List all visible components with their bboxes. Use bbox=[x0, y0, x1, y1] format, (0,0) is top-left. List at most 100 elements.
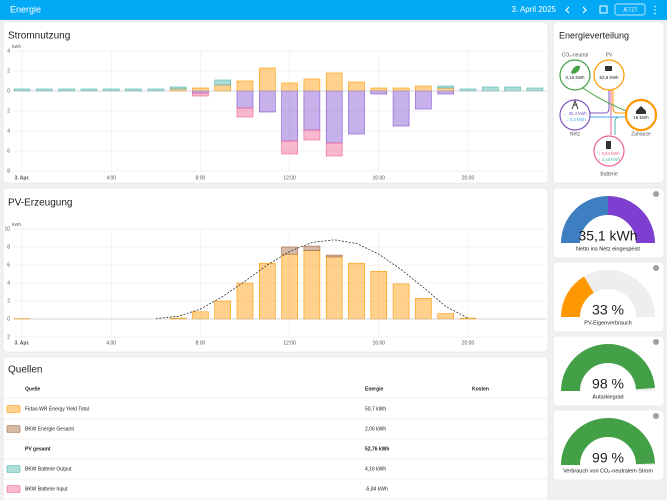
bar bbox=[325, 256, 343, 320]
menu-dot[interactable] bbox=[654, 12, 656, 15]
bar bbox=[370, 87, 388, 92]
source-name[interactable]: BKW Energie Gesamt bbox=[25, 426, 75, 432]
y-axis-unit: kWh bbox=[12, 222, 21, 227]
menu-dot[interactable] bbox=[654, 5, 656, 8]
leaf-icon bbox=[571, 65, 580, 74]
gauge-value: 99 % bbox=[592, 450, 624, 466]
bar bbox=[281, 246, 298, 255]
gauge-value: 35,1 kWh bbox=[578, 228, 637, 244]
solar-icon bbox=[605, 66, 612, 71]
pylon-icon bbox=[571, 99, 579, 110]
bar bbox=[303, 245, 321, 251]
now-button-label[interactable]: JETZT bbox=[623, 7, 638, 13]
y-tick-label: 2 bbox=[7, 108, 10, 114]
home-icon bbox=[636, 106, 646, 114]
battery-node[interactable] bbox=[593, 135, 625, 167]
bar bbox=[192, 87, 209, 92]
bar bbox=[35, 88, 53, 92]
column-header: Kosten bbox=[472, 386, 489, 392]
bar bbox=[392, 87, 410, 92]
source-energy: 50,7 kWh bbox=[365, 406, 386, 412]
column-header: Quelle bbox=[25, 386, 41, 392]
source-energy: 52,76 kWh bbox=[365, 446, 389, 452]
bar bbox=[192, 90, 209, 94]
y-tick-label: 4 bbox=[7, 280, 10, 286]
date[interactable]: 3. April 2025 bbox=[512, 5, 557, 14]
gauge-caption: Netto ins Netz eingespeist bbox=[576, 246, 640, 252]
card-title: Energieverteilung bbox=[559, 30, 629, 40]
bar bbox=[392, 283, 410, 320]
y-tick-label: 4 bbox=[7, 128, 10, 134]
column-header: Energie bbox=[365, 386, 384, 392]
info-icon[interactable] bbox=[653, 413, 659, 419]
bar bbox=[370, 270, 388, 320]
source-name[interactable]: PV gesamt bbox=[25, 446, 51, 452]
now-button[interactable] bbox=[614, 3, 646, 16]
calendar-button[interactable] bbox=[599, 5, 608, 14]
x-tick-label: 12:00 bbox=[283, 340, 296, 346]
source-energy: 4,16 kWh bbox=[365, 466, 386, 472]
bar bbox=[437, 90, 455, 95]
bar bbox=[236, 282, 254, 320]
menu-dot[interactable] bbox=[654, 9, 656, 11]
x-tick-label: 20:00 bbox=[462, 340, 475, 346]
bar bbox=[415, 85, 432, 92]
top-bar bbox=[0, 0, 667, 20]
y-tick-label: 2 bbox=[7, 68, 10, 74]
bar bbox=[437, 85, 455, 89]
bar bbox=[214, 79, 231, 86]
sources-card bbox=[2, 356, 549, 500]
source-name[interactable]: BKW Batterie Output bbox=[25, 466, 72, 472]
bar bbox=[303, 129, 321, 141]
bar bbox=[169, 86, 187, 90]
gauge-caption: PV-Eigenverbrauch bbox=[584, 320, 631, 326]
next-button[interactable] bbox=[582, 6, 587, 14]
x-tick-label: 8:00 bbox=[196, 340, 206, 346]
node-value: → 0,3 kWh bbox=[564, 117, 586, 122]
flow-line bbox=[582, 87, 627, 112]
source-energy: 2,06 kWh bbox=[365, 426, 386, 432]
source-energy: -5,84 kWh bbox=[365, 486, 388, 492]
flow-links bbox=[582, 87, 627, 135]
bar bbox=[236, 107, 254, 118]
forecast-line bbox=[155, 239, 469, 319]
bar bbox=[415, 90, 432, 110]
bar bbox=[192, 92, 209, 97]
bar bbox=[325, 90, 343, 144]
bar bbox=[192, 311, 209, 320]
info-icon[interactable] bbox=[653, 191, 659, 197]
info-icon[interactable] bbox=[653, 265, 659, 271]
pv-node[interactable] bbox=[593, 59, 625, 91]
bar bbox=[415, 297, 432, 320]
bar bbox=[348, 90, 365, 135]
node-label: Netz bbox=[570, 131, 581, 137]
prev-button[interactable] bbox=[565, 6, 570, 14]
x-tick-label: 3. Apr. bbox=[14, 340, 30, 346]
node-label: CO₂-neutral bbox=[562, 52, 588, 58]
y-tick-label: 2 bbox=[7, 298, 10, 304]
y-tick-label: 6 bbox=[7, 148, 10, 154]
bar bbox=[58, 88, 75, 92]
gauge-arc bbox=[561, 196, 609, 244]
bar bbox=[325, 142, 343, 157]
gauge-arc bbox=[561, 344, 655, 392]
source-name[interactable]: BKW Batterie Input bbox=[25, 486, 68, 492]
node-label: Batterie bbox=[600, 171, 617, 177]
bar bbox=[102, 88, 120, 92]
bar bbox=[437, 87, 455, 92]
page-title: Energie bbox=[10, 4, 41, 14]
gauge-value: 98 % bbox=[592, 376, 624, 392]
y-tick-label: 2 bbox=[7, 334, 10, 340]
x-tick-label: 4:00 bbox=[106, 175, 116, 181]
node-value: 52,8 kWh bbox=[599, 75, 619, 80]
bar bbox=[459, 88, 477, 92]
co2-node[interactable] bbox=[559, 59, 591, 91]
bar bbox=[80, 88, 98, 92]
source-name[interactable]: Fidan-WR Energy Yield Total bbox=[25, 406, 89, 412]
node-value: ↑ 4,16 kWh bbox=[598, 157, 620, 162]
node-value: 0,16 kWh bbox=[565, 75, 585, 80]
home-node[interactable] bbox=[624, 98, 658, 132]
y-tick-label: 0 bbox=[7, 316, 10, 322]
info-icon[interactable] bbox=[653, 339, 659, 345]
